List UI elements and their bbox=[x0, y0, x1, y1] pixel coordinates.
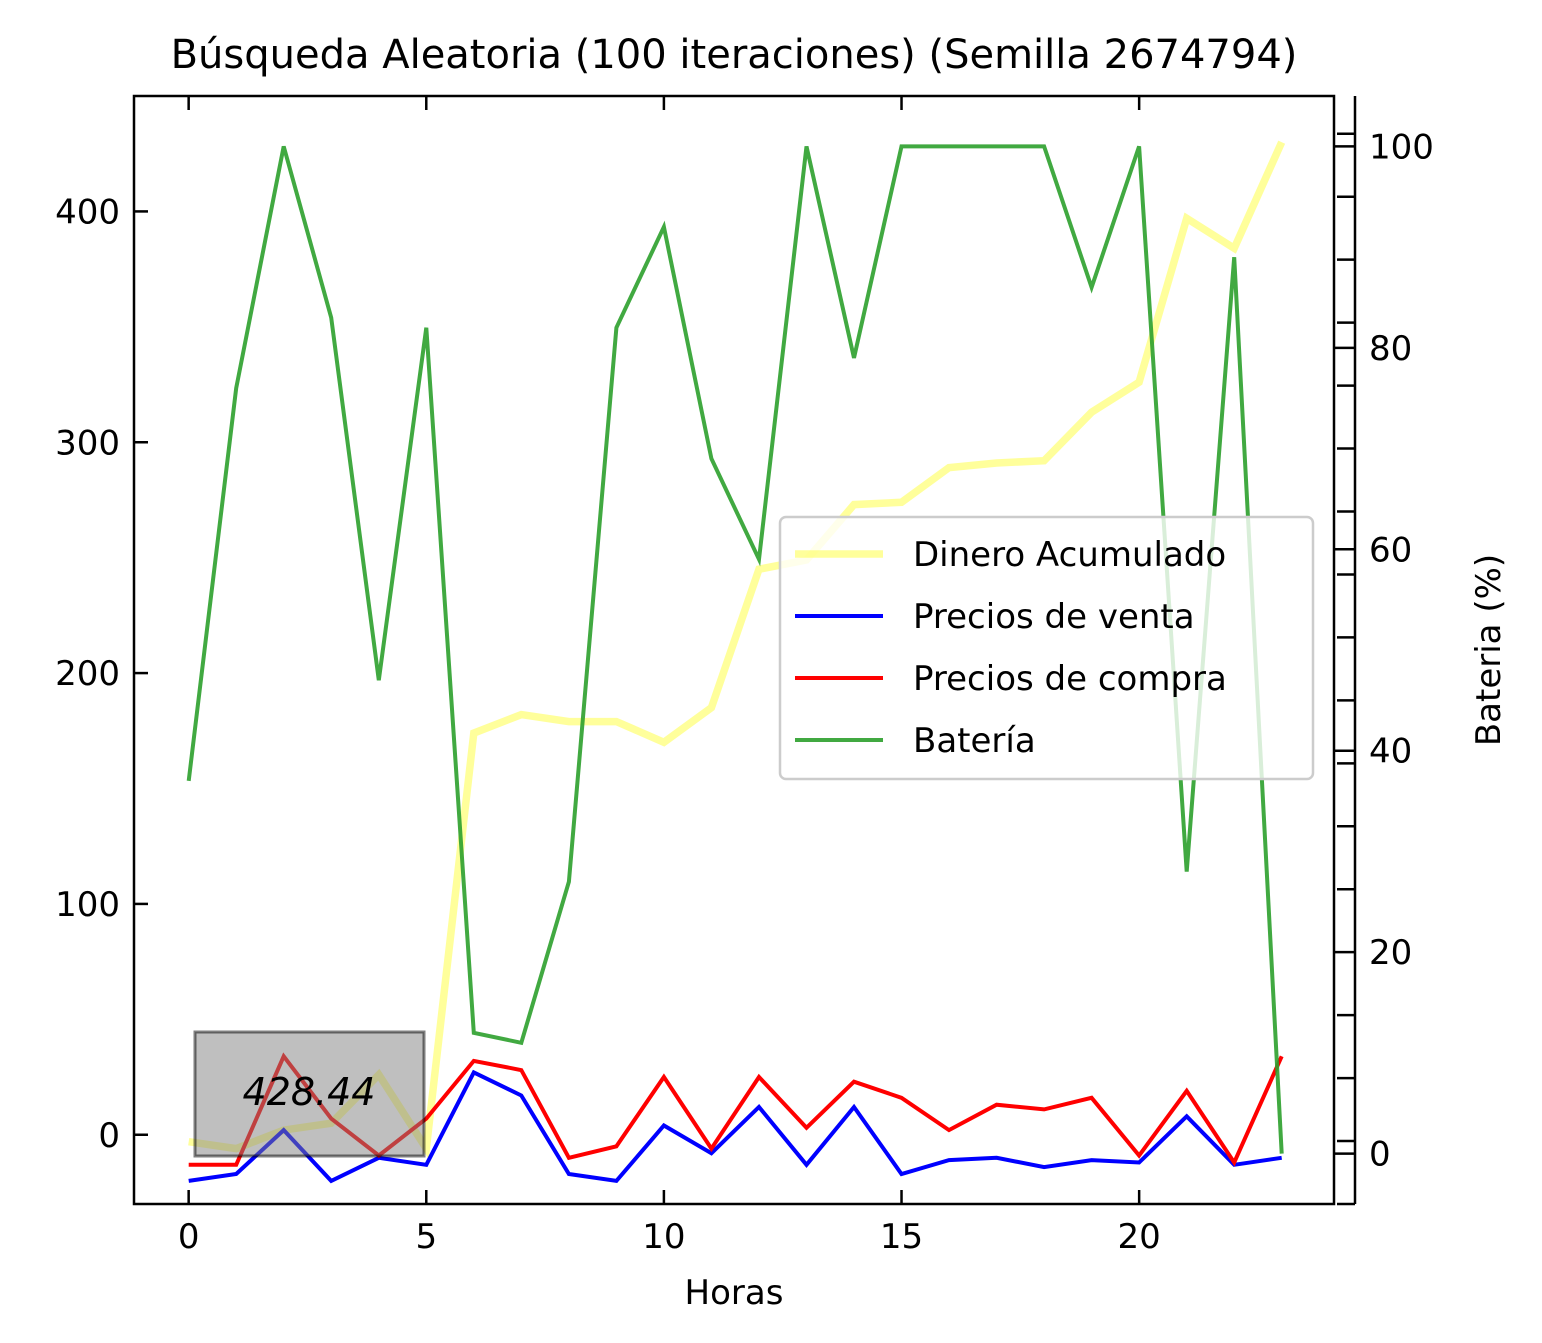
plot-frame bbox=[132, 94, 1336, 1206]
y2-tick-label: 40 bbox=[1369, 732, 1412, 772]
legend-label-bateria: Batería bbox=[913, 721, 1036, 761]
y-axis: 0 100 200 300 400 bbox=[55, 192, 148, 1156]
annotation-text: 428.44 bbox=[243, 1070, 376, 1114]
x-tick-label: 10 bbox=[642, 1217, 685, 1257]
y2-tick-label: 100 bbox=[1369, 127, 1434, 167]
y-tick-label: 200 bbox=[55, 654, 120, 694]
series-line-precios-de-venta bbox=[188, 1069, 1282, 1184]
x-axis: 0 5 10 15 20 bbox=[178, 96, 1161, 1257]
y2-tick-label: 60 bbox=[1369, 530, 1412, 570]
x-tick-label: 15 bbox=[880, 1217, 923, 1257]
x-axis-label: Horas bbox=[685, 1273, 784, 1313]
y2-axis-label: Bateria (%) bbox=[1469, 554, 1509, 746]
x-tick-label: 0 bbox=[178, 1217, 200, 1257]
y2-tick-label: 20 bbox=[1369, 933, 1412, 973]
chart-title: Búsqueda Aleatoria (100 iteraciones) (Se… bbox=[171, 32, 1298, 78]
legend-label-dinero-acumulado: Dinero Acumulado bbox=[913, 535, 1226, 575]
annotation: 428.44 bbox=[193, 1030, 426, 1158]
annotation-box bbox=[193, 1030, 426, 1158]
y-tick-label: 100 bbox=[55, 885, 120, 925]
y2-tick-label: 0 bbox=[1369, 1135, 1391, 1175]
series-line-bateria bbox=[186, 144, 1284, 1154]
y2-axis: 0 20 40 60 80 100 bbox=[1335, 96, 1434, 1206]
legend-box bbox=[778, 515, 1315, 781]
legend-label-precios-de-compra: Precios de compra bbox=[913, 659, 1227, 699]
y-tick-label: 400 bbox=[55, 192, 120, 232]
y-tick-label: 0 bbox=[98, 1116, 120, 1156]
legend-label-precios-de-venta: Precios de venta bbox=[913, 597, 1195, 637]
y-tick-label: 300 bbox=[55, 423, 120, 463]
legend: Dinero Acumulado Precios de venta Precios … bbox=[778, 515, 1315, 781]
x-tick-label: 20 bbox=[1118, 1217, 1161, 1257]
y2-tick-label: 80 bbox=[1369, 329, 1412, 369]
x-tick-label: 5 bbox=[415, 1217, 437, 1257]
